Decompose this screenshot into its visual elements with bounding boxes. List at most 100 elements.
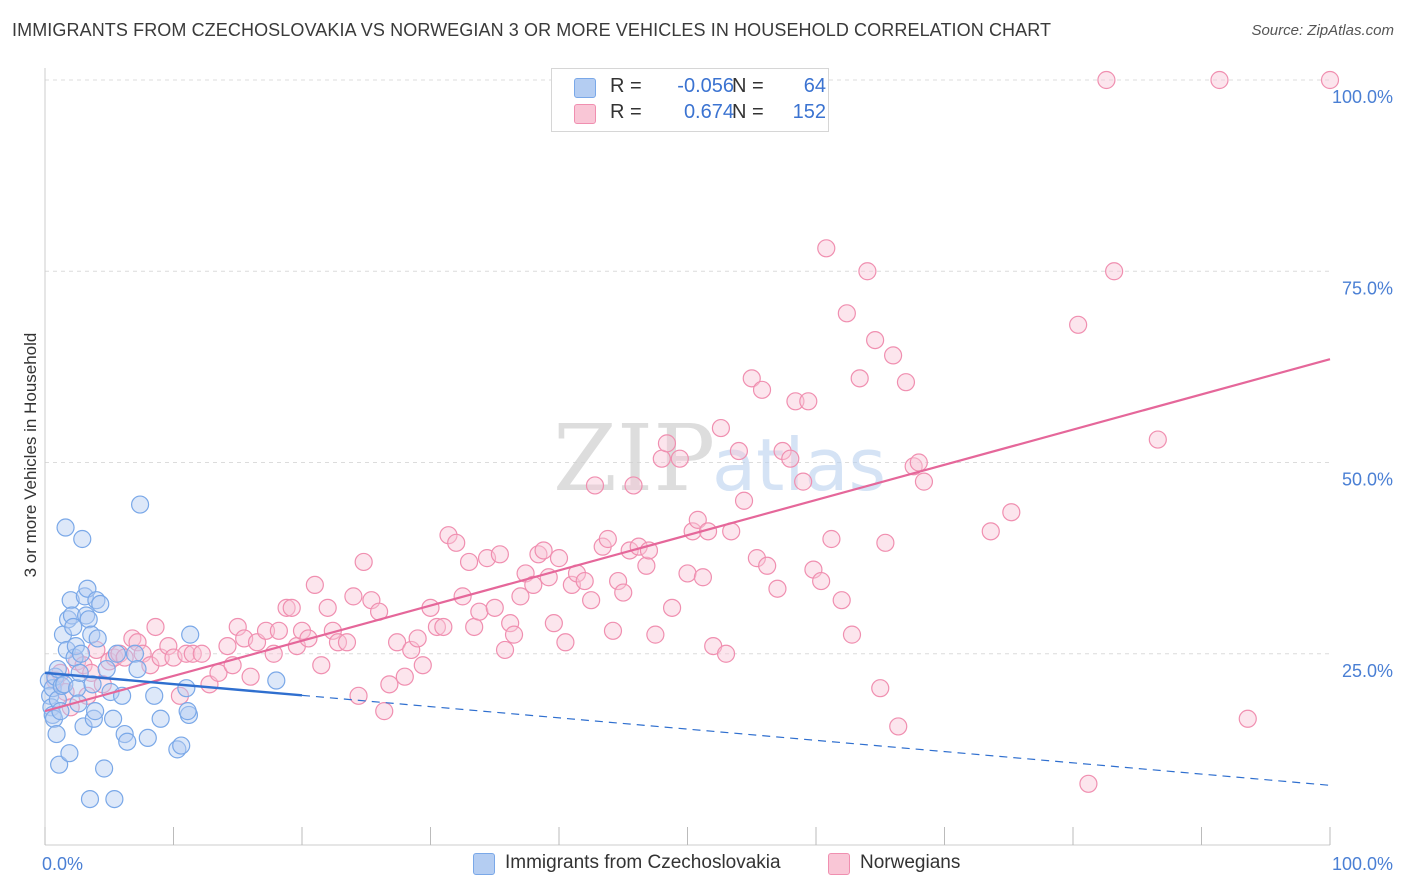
data-point	[1238, 709, 1257, 728]
data-point	[822, 529, 841, 549]
source-label: Source: ZipAtlas.com	[1251, 22, 1394, 39]
data-point	[354, 552, 373, 572]
data-point	[465, 617, 484, 637]
data-point	[817, 239, 836, 258]
axes	[44, 68, 1331, 846]
data-point	[585, 476, 605, 495]
y-tick-label: 25.0%	[1342, 661, 1393, 681]
data-point	[794, 472, 813, 491]
data-point	[427, 617, 447, 637]
data-point	[670, 449, 689, 468]
data-point	[447, 533, 466, 552]
legend-n-value: 152	[792, 101, 826, 123]
data-point	[624, 476, 643, 495]
data-point	[504, 625, 524, 644]
x-tick-label: 0.0%	[42, 854, 83, 874]
data-point	[470, 602, 489, 621]
data-point	[786, 392, 805, 411]
data-point	[192, 644, 211, 663]
data-point	[598, 529, 617, 549]
legend-swatch-pink	[828, 853, 850, 875]
data-point	[534, 541, 553, 560]
data-point	[172, 736, 191, 755]
trend-line-czechoslovakia	[44, 671, 303, 697]
data-point	[711, 418, 731, 438]
trend-line-norwegians	[44, 358, 1331, 713]
data-point	[413, 656, 432, 675]
data-point	[871, 679, 890, 698]
data-point	[657, 434, 677, 453]
legend-swatch-pink	[574, 104, 596, 124]
data-point	[1069, 315, 1088, 334]
correlation-legend: R = -0.056 N = 64 R = 0.674 N = 152	[551, 68, 829, 132]
data-point	[118, 732, 137, 751]
data-point	[267, 671, 286, 690]
data-point	[889, 717, 908, 736]
data-point	[402, 640, 421, 660]
data-point	[773, 441, 792, 461]
data-point	[981, 522, 1000, 541]
data-point	[128, 633, 147, 652]
data-point	[459, 552, 479, 572]
data-point	[79, 610, 98, 629]
data-point	[495, 640, 515, 660]
y-tick-label: 75.0%	[1342, 278, 1393, 298]
data-point	[84, 709, 103, 728]
data-point	[603, 621, 623, 640]
data-point	[159, 636, 178, 656]
data-point	[1097, 70, 1116, 90]
data-point	[64, 617, 83, 637]
data-point	[439, 526, 458, 545]
data-point	[269, 621, 288, 640]
data-point	[105, 789, 124, 809]
data-point	[662, 598, 682, 617]
data-point	[73, 529, 92, 549]
data-point	[282, 598, 301, 617]
data-point	[549, 549, 569, 568]
data-point	[609, 571, 628, 591]
chart-title: IMMIGRANTS FROM CZECHOSLOVAKIA VS NORWEG…	[12, 20, 1052, 40]
legend-n-value: 64	[803, 75, 826, 97]
data-point	[909, 453, 928, 472]
data-point	[768, 579, 787, 598]
data-point	[344, 587, 363, 606]
data-point	[256, 621, 276, 640]
data-point	[151, 709, 170, 728]
data-point	[380, 675, 399, 694]
data-point	[178, 702, 197, 721]
data-point	[138, 728, 157, 748]
data-point	[375, 702, 394, 721]
data-point	[575, 571, 594, 591]
data-point	[511, 587, 530, 606]
data-point	[556, 633, 575, 652]
data-point	[349, 686, 368, 705]
data-point	[876, 533, 895, 552]
data-point	[86, 702, 105, 721]
data-points	[39, 70, 1340, 809]
data-point	[93, 675, 112, 694]
data-point	[101, 682, 120, 702]
y-tick-label: 50.0%	[1342, 470, 1393, 490]
data-point	[218, 636, 237, 656]
data-point	[56, 518, 75, 537]
data-point	[858, 262, 877, 281]
x-tick-label: 100.0%	[1332, 854, 1393, 874]
data-point	[485, 598, 504, 617]
trend-lines	[44, 358, 1331, 786]
data-point	[177, 644, 196, 663]
data-point	[80, 789, 100, 809]
data-point	[883, 346, 903, 365]
data-point	[781, 449, 800, 468]
data-point	[850, 369, 869, 388]
data-point	[241, 667, 260, 686]
data-point	[693, 568, 713, 587]
data-point	[277, 598, 296, 617]
data-point	[60, 744, 79, 763]
data-point	[752, 380, 772, 399]
data-point	[318, 598, 337, 617]
data-point	[637, 556, 656, 575]
data-point	[837, 304, 856, 323]
data-point	[1210, 70, 1229, 90]
data-point	[50, 755, 69, 774]
